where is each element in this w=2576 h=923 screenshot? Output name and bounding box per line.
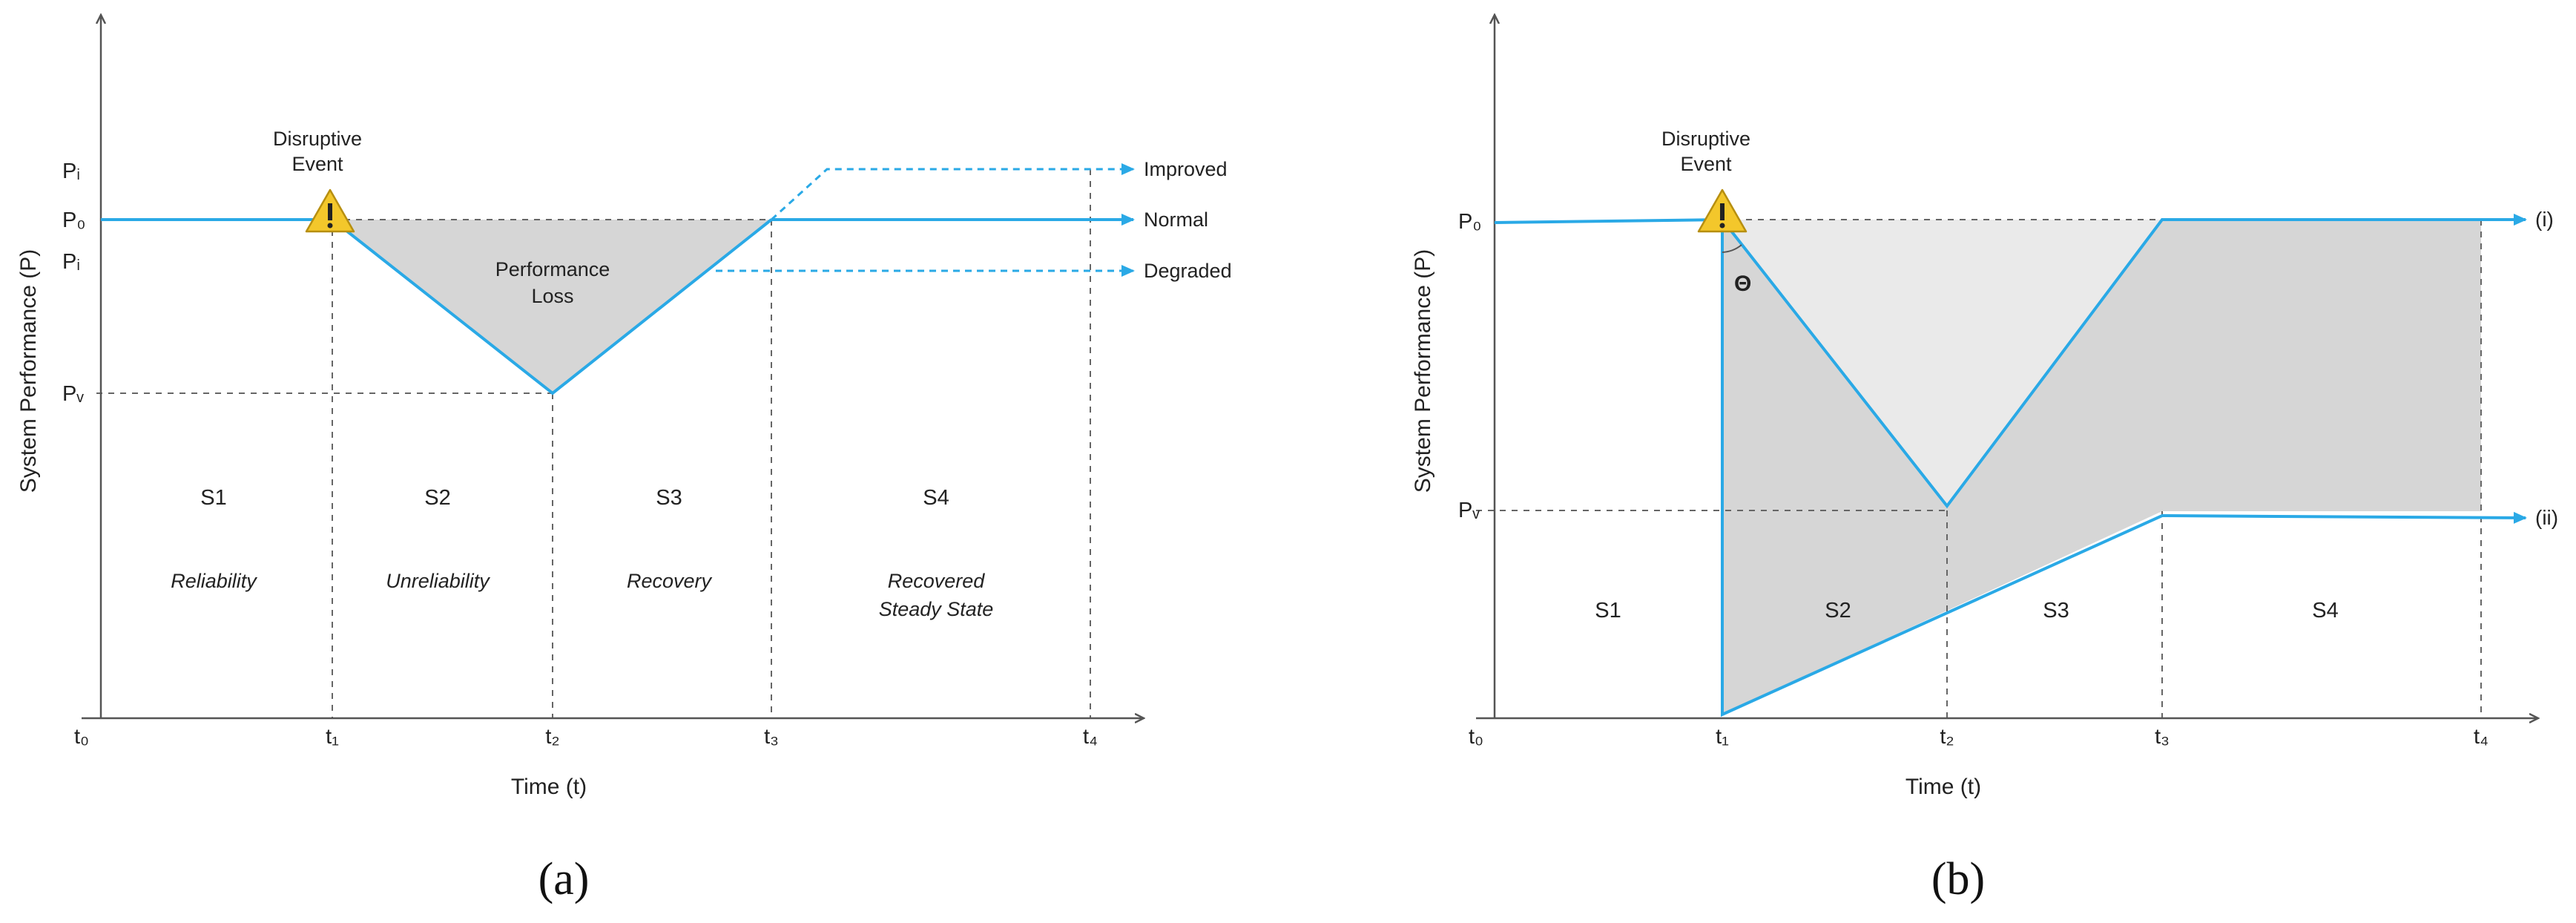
panel-a: Disruptive Event Performance Loss Improv… — [16, 16, 1232, 904]
x-axis-label-b: Time (t) — [1905, 775, 1981, 799]
warning-triangle-icon — [305, 188, 355, 233]
guide-lines-b — [1476, 219, 2482, 718]
performance-loss-area — [332, 220, 771, 393]
stage-s4-name-line2: Steady State — [879, 598, 994, 620]
x-tick-t3-b: t₃ — [2155, 725, 2170, 749]
x-tick-t1: t₁ — [326, 725, 339, 749]
stage-s1-id: S1 — [200, 486, 226, 510]
angle-label: Θ — [1734, 272, 1751, 296]
y-tick-pv: Pᵥ — [62, 382, 84, 406]
x-tick-t4: t₄ — [1083, 725, 1098, 749]
y-tick-p-degraded: Pᵢ — [62, 250, 80, 274]
outcome-normal-label: Normal — [1144, 208, 1208, 231]
x-tick-t0-b: t₀ — [1469, 725, 1483, 749]
loss-label-line1: Performance — [495, 258, 610, 280]
performance-curve — [101, 218, 773, 395]
shaded-region-v — [1722, 220, 2162, 506]
stage-s1-b: S1 — [1595, 599, 1621, 623]
stage-s2-b: S2 — [1825, 599, 1851, 623]
guide-lines — [96, 169, 1091, 718]
x-tick-t1-b: t₁ — [1716, 725, 1729, 749]
stage-s2-name: Unreliability — [386, 570, 490, 592]
x-axis-label: Time (t) — [511, 775, 587, 799]
y-tick-p-improved: Pᵢ — [62, 160, 80, 183]
stage-s4-name-line1: Recovered — [888, 570, 986, 592]
x-tick-t0: t₀ — [74, 725, 89, 749]
y-tick-pv-b: Pᵥ — [1458, 499, 1480, 522]
x-tick-t3: t₃ — [764, 725, 779, 749]
stage-s4-id: S4 — [923, 486, 949, 510]
stage-s3-id: S3 — [656, 486, 682, 510]
caption-b: (b) — [1931, 854, 1985, 904]
curve-ii-label: (ii) — [2535, 506, 2558, 529]
stage-s3-b: S3 — [2043, 599, 2069, 623]
warning-triangle-icon — [1697, 188, 1747, 233]
event-label-line1: Disruptive — [273, 128, 362, 150]
outcome-improved-label: Improved — [1144, 158, 1228, 180]
loss-label-line2: Loss — [531, 285, 573, 307]
curve-i — [1494, 214, 2527, 509]
stage-s4-b: S4 — [2312, 599, 2338, 623]
curve-i-label: (i) — [2535, 208, 2554, 231]
x-tick-t4-b: t₄ — [2474, 725, 2488, 749]
event-label-line1-b: Disruptive — [1661, 128, 1750, 150]
caption-a: (a) — [538, 854, 590, 904]
x-tick-t2-b: t₂ — [1940, 725, 1954, 749]
x-tick-t2: t₂ — [545, 725, 559, 749]
angle-arc — [1722, 244, 1742, 253]
stage-s2-id: S2 — [424, 486, 450, 510]
panel-b: Θ Disruptive Event (i) (ii) P₀ Pᵥ t₀ t₁ … — [1411, 16, 2558, 904]
y-axis-label: System Performance (P) — [16, 249, 41, 493]
event-label-line2-b: Event — [1680, 153, 1732, 175]
y-tick-p0: P₀ — [62, 208, 85, 232]
event-label-line2: Event — [291, 153, 343, 175]
improved-outcome-line — [770, 163, 1135, 221]
curve-ii — [1721, 220, 2527, 717]
y-tick-p0-b: P₀ — [1458, 210, 1481, 234]
stage-s1-name: Reliability — [171, 570, 257, 592]
y-axis-label-b: System Performance (P) — [1411, 249, 1435, 493]
shaded-region-left — [1722, 220, 2162, 715]
shaded-region-right — [2162, 220, 2481, 511]
outcome-degraded-label: Degraded — [1144, 260, 1232, 282]
stage-s3-name: Recovery — [627, 570, 713, 592]
